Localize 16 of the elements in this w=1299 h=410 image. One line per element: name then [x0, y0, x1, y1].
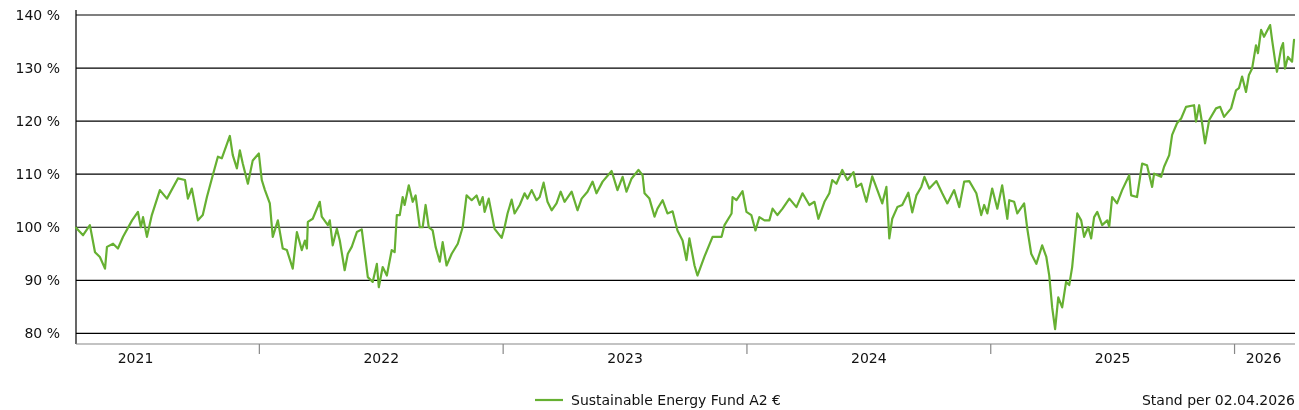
x-tick-label: 2021 — [117, 349, 154, 366]
x-tick-label: 2022 — [363, 349, 400, 366]
x-tick-label: 2024 — [851, 349, 887, 366]
y-tick-label: 110 % — [15, 166, 60, 183]
x-tick-label: 2026 — [1245, 349, 1282, 366]
y-tick-label: 80 % — [24, 325, 60, 342]
legend-label: Sustainable Energy Fund A2 € — [571, 392, 781, 408]
y-tick-label: 120 % — [15, 113, 60, 130]
line-series — [74, 23, 1296, 331]
y-tick-label: 100 % — [15, 219, 60, 236]
x-tick-label: 2023 — [607, 349, 643, 366]
text: Stand per 02.04.2026 — [1141, 392, 1296, 408]
x-tick-label: 2025 — [1094, 349, 1131, 366]
y-tick-label: 90 % — [24, 272, 60, 289]
y-tick-label: 130 % — [15, 59, 60, 76]
y-tick-label: 140 % — [15, 6, 60, 23]
